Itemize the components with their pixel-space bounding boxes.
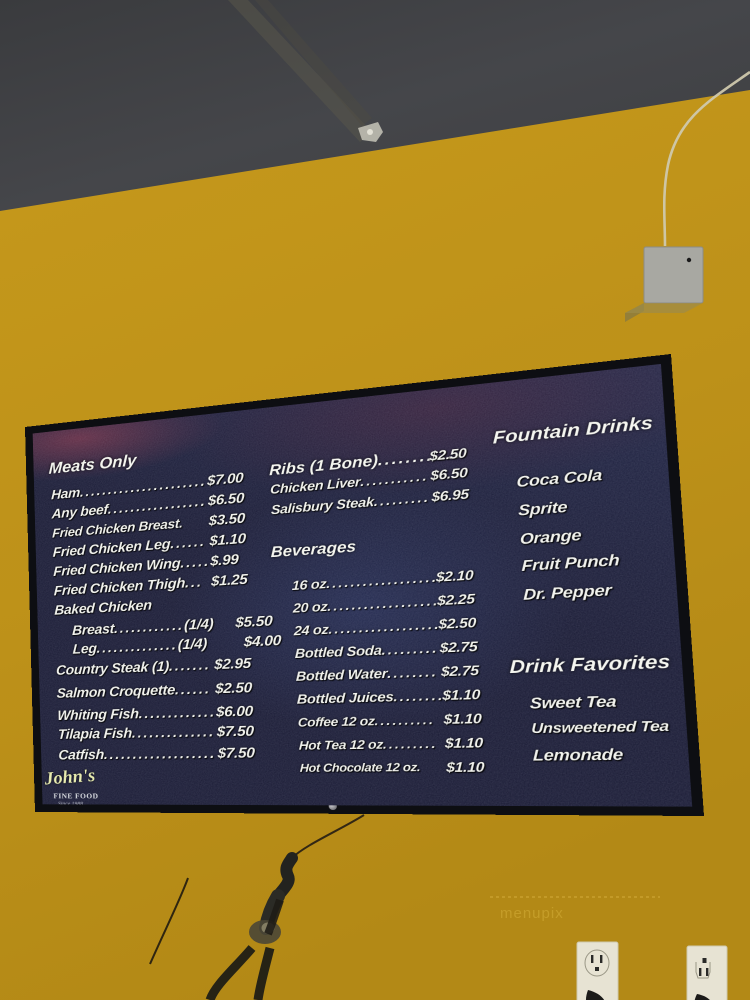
svg-text:menupix: menupix [500, 905, 564, 922]
